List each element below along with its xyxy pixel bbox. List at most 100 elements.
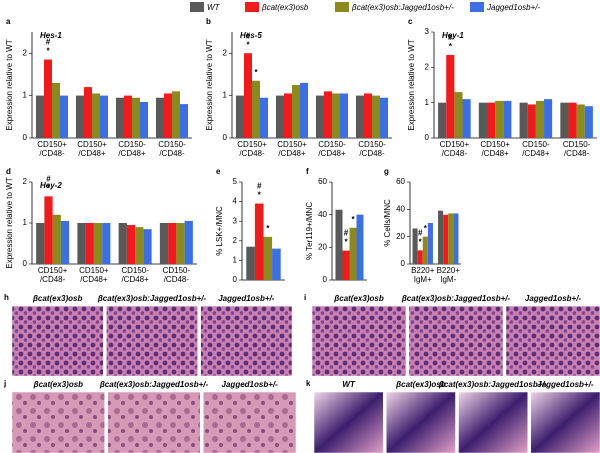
significance-mark: # <box>344 229 349 238</box>
y-tick-label: 40 <box>318 210 327 219</box>
bar <box>316 95 324 138</box>
x-tick-label: /CD48- <box>40 275 66 284</box>
significance-mark: * <box>258 191 262 200</box>
micrograph <box>200 305 293 377</box>
bar <box>335 209 343 280</box>
bar <box>300 82 308 138</box>
bar <box>168 223 177 264</box>
chart-title: Hey-2 <box>40 181 62 190</box>
image-caption: Jagged1osb+/- <box>525 294 582 303</box>
bar <box>417 250 423 264</box>
y-tick-label: 60 <box>396 177 405 186</box>
image-caption: βcat(ex3)osb:Jagged1osb+/- <box>401 294 511 303</box>
y-tick-label: 4 <box>233 197 238 206</box>
micrograph <box>203 391 297 453</box>
y-tick-label: 0 <box>23 133 28 142</box>
legend-label: βcat(ex3)osb:Jagged1osb+/- <box>351 3 454 12</box>
bar <box>126 225 136 264</box>
legend-label: WT <box>207 3 221 12</box>
significance-mark: # <box>246 31 251 40</box>
y-tick-label: 60 <box>318 177 327 186</box>
significance-mark: * <box>351 215 355 224</box>
y-tick-label: 40 <box>396 204 405 213</box>
image-caption: βcat(ex3)osb <box>395 380 446 389</box>
bar <box>102 223 111 264</box>
x-tick-label: CD150+ <box>480 140 510 149</box>
bar <box>519 102 528 138</box>
y-tick-label: 2 <box>23 177 28 186</box>
x-tick-label: CD150- <box>118 140 146 149</box>
x-tick-label: /CD48+ <box>278 149 306 158</box>
micrograph <box>311 305 407 377</box>
significance-mark: # <box>46 174 51 183</box>
y-tick-label: 5 <box>233 177 238 186</box>
bar <box>560 102 569 138</box>
bar <box>44 196 53 264</box>
x-tick-label: IgM- <box>440 275 456 284</box>
x-tick-label: CD150+ <box>38 266 68 275</box>
x-tick-label: /CD48+ <box>318 149 346 158</box>
bar <box>443 214 449 264</box>
bar <box>244 53 252 139</box>
bar <box>254 203 264 280</box>
y-axis-label: Expression relative to WT <box>5 177 14 268</box>
bar <box>503 100 512 138</box>
micrograph <box>458 391 528 453</box>
image-caption: Jagged1osb+/- <box>218 294 275 303</box>
y-tick-label: 20 <box>318 242 327 251</box>
bar <box>263 236 273 280</box>
bar <box>92 93 100 138</box>
bar <box>164 93 172 138</box>
x-tick-label: CD150+ <box>79 266 109 275</box>
bar <box>446 54 455 138</box>
y-axis-label: Expression relative to WT <box>407 39 416 130</box>
x-tick-label: /CD48- <box>39 149 65 158</box>
bar <box>180 104 188 138</box>
y-tick-label: 2 <box>23 48 28 57</box>
x-tick-label: CD150- <box>121 266 149 275</box>
x-tick-label: CD150- <box>318 140 346 149</box>
bar <box>422 236 428 264</box>
bar <box>132 97 140 138</box>
bar <box>568 102 577 138</box>
bar <box>448 213 454 264</box>
y-tick-label: 20 <box>396 232 405 241</box>
micrograph <box>11 305 104 377</box>
significance-mark: * <box>424 224 428 233</box>
y-tick-label: 0 <box>23 259 28 268</box>
y-axis-label: % Ter119+/MNC <box>305 202 314 260</box>
bar <box>349 227 357 280</box>
micrograph <box>386 391 456 453</box>
panel-label: i <box>304 293 306 302</box>
x-tick-label: /CD48- <box>359 149 385 158</box>
bar <box>116 97 124 138</box>
bar <box>77 223 86 264</box>
bar <box>324 91 332 138</box>
bar <box>372 95 380 138</box>
panel-label: h <box>4 293 9 302</box>
x-tick-label: /CD48- <box>442 149 468 158</box>
x-tick-label: CD150+ <box>277 140 307 149</box>
bar <box>332 93 340 138</box>
significance-mark: * <box>246 40 250 49</box>
bar <box>135 227 144 264</box>
panel-label: e <box>216 167 221 176</box>
micrograph <box>107 391 201 453</box>
y-tick-label: 1 <box>233 256 238 265</box>
y-tick-label: 3 <box>233 216 238 225</box>
legend-label: βcat(ex3)osb <box>261 3 309 12</box>
x-tick-label: CD150+ <box>237 140 267 149</box>
bar <box>438 210 444 264</box>
image-caption: βcat(ex3)osb <box>33 380 84 389</box>
x-tick-label: /CD48- <box>564 149 590 158</box>
image-caption: βcat(ex3)osb <box>333 294 384 303</box>
bar <box>412 228 418 264</box>
bar <box>159 223 169 264</box>
bar <box>118 223 127 264</box>
significance-mark: * <box>449 42 453 51</box>
legend-swatch <box>190 2 204 12</box>
significance-mark: * <box>344 238 348 247</box>
bar <box>76 95 84 138</box>
bar <box>36 95 44 138</box>
x-tick-label: /CD48+ <box>121 275 149 284</box>
